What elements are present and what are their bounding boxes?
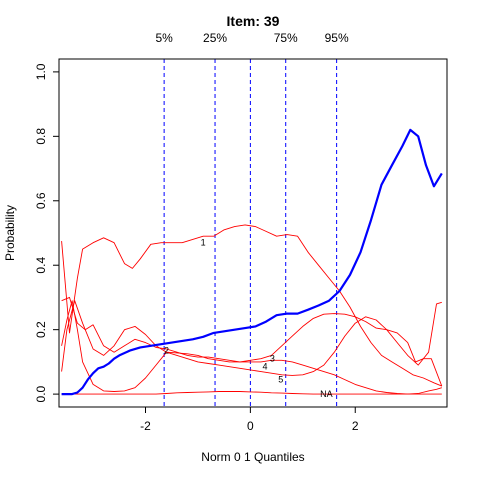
quantile-label: 95% xyxy=(325,31,349,45)
x-axis-label: Norm 0 1 Quantiles xyxy=(201,450,304,464)
series-line-expected xyxy=(61,128,443,396)
series-line-3 xyxy=(61,300,443,392)
series-line-5 xyxy=(61,391,442,395)
series-line-4 xyxy=(61,300,442,376)
series-line-2 xyxy=(61,296,442,395)
quantile-label: 5% xyxy=(155,31,173,45)
y-tick-label: 0.8 xyxy=(34,128,48,145)
series-annotation: 3 xyxy=(270,354,275,364)
y-tick-label: 0.2 xyxy=(34,321,48,338)
y-axis-label: Probability xyxy=(3,205,17,261)
x-tick-label: -2 xyxy=(140,419,151,433)
quantile-label: 25% xyxy=(203,31,227,45)
x-tick-label: 0 xyxy=(247,419,254,433)
quantile-label: 75% xyxy=(274,31,298,45)
series-annotation: 2 xyxy=(164,346,169,356)
series-annotation: 4 xyxy=(263,362,268,372)
y-tick-label: 0.0 xyxy=(34,385,48,402)
series-line-1 xyxy=(61,224,442,387)
chart-title: Item: 39 xyxy=(227,13,280,29)
series-annotation: 1 xyxy=(201,238,206,248)
y-tick-label: 0.4 xyxy=(34,257,48,274)
y-tick-label: 1.0 xyxy=(34,63,48,80)
plot-frame xyxy=(58,58,448,408)
series-annotation: NA xyxy=(320,389,333,399)
y-tick-label: 0.6 xyxy=(34,192,48,209)
x-tick-label: 2 xyxy=(352,419,359,433)
series-annotation: 5 xyxy=(278,375,283,385)
